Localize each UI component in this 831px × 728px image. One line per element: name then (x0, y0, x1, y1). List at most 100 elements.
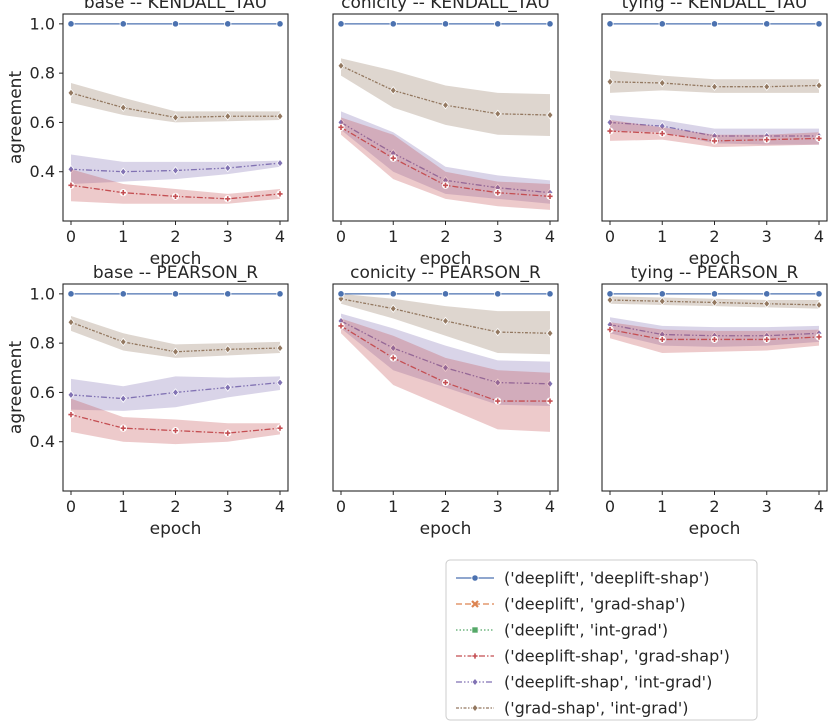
series (606, 119, 823, 148)
data-point (224, 383, 232, 392)
data-point (441, 316, 450, 326)
series (67, 83, 284, 123)
data-point (606, 290, 614, 298)
panel-4: conicity -- PEARSON_R 0 1 2 3 4 epoch (332, 263, 559, 539)
data-point (389, 20, 397, 28)
series (67, 154, 284, 185)
series (337, 290, 554, 298)
x-tick-label: 4 (275, 227, 285, 246)
data-point (171, 20, 180, 28)
panel-title: conicity -- KENDALL_TAU (341, 0, 550, 13)
x-tick-label: 1 (657, 497, 667, 516)
legend-label: ('grad-shap', 'int-grad') (504, 699, 688, 718)
panel-2: tying -- KENDALL_TAU 0 1 2 3 4 epoch (601, 0, 828, 269)
data-point (67, 290, 75, 298)
data-point (763, 335, 771, 344)
x-tick-label: 2 (440, 497, 450, 516)
data-point (337, 20, 345, 28)
x-tick-label: 2 (709, 497, 719, 516)
x-tick-label: 3 (493, 227, 503, 246)
series (337, 117, 554, 210)
data-point (276, 378, 284, 387)
data-point (546, 20, 554, 28)
data-point (276, 424, 284, 432)
data-point (119, 337, 127, 347)
panel-3: base -- PEARSON_R 0 1 2 3 4 epoch 0.4 0.6 0.8 1.0 a… (6, 263, 289, 539)
data-point (815, 81, 823, 90)
series (606, 322, 823, 353)
series (67, 20, 284, 28)
x-axis-label: epoch (150, 249, 202, 269)
x-tick-label: 0 (336, 497, 346, 516)
data-point (441, 378, 450, 387)
data-point (171, 290, 180, 298)
data-point (171, 427, 180, 435)
series (337, 20, 554, 28)
data-point (337, 322, 345, 330)
x-tick-label: 2 (709, 227, 719, 246)
series-line (340, 320, 551, 385)
panel-5: tying -- PEARSON_R 0 1 2 3 4 epoch (601, 263, 828, 539)
data-point (546, 379, 554, 389)
x-tick-label: 1 (118, 497, 128, 516)
y-tick-label: 0.8 (30, 64, 55, 83)
data-point (276, 158, 284, 168)
data-point (67, 88, 75, 98)
legend-entry: ('deeplift-shap', 'grad-shap') (456, 647, 730, 666)
series (67, 316, 284, 358)
legend: ('deeplift', 'deeplift-shap') ('deeplift'… (445, 559, 758, 721)
panel-title: base -- PEARSON_R (93, 263, 258, 283)
data-point (224, 20, 232, 28)
data-point (67, 20, 75, 28)
series (606, 290, 823, 298)
legend-entry: ('deeplift', 'int-grad') (456, 621, 668, 640)
data-point (224, 290, 232, 298)
data-point (67, 317, 75, 327)
x-tick-label: 0 (66, 497, 76, 516)
data-point (494, 397, 502, 405)
x-tick-label: 0 (605, 227, 615, 246)
x-tick-label: 3 (762, 227, 772, 246)
data-point (389, 290, 397, 298)
data-point (815, 134, 823, 143)
legend-marker (471, 703, 479, 713)
panel-title: tying -- KENDALL_TAU (622, 0, 808, 13)
ci-band (341, 111, 550, 204)
series (67, 398, 284, 445)
data-point (658, 78, 666, 88)
series (67, 169, 284, 204)
legend-marker (471, 626, 479, 634)
data-point (276, 112, 284, 121)
x-tick-label: 0 (605, 497, 615, 516)
legend-box (445, 559, 758, 721)
y-tick-label: 0.8 (30, 334, 55, 353)
data-point (710, 82, 719, 91)
data-point (763, 299, 771, 308)
data-point (494, 290, 502, 298)
data-point (763, 20, 771, 28)
series (606, 295, 823, 310)
data-point (119, 167, 127, 176)
y-tick-label: 1.0 (30, 14, 55, 33)
data-point (606, 295, 614, 305)
data-point (606, 20, 614, 28)
data-point (337, 290, 345, 298)
x-axis-label: epoch (420, 519, 472, 539)
x-tick-label: 4 (275, 497, 285, 516)
x-tick-label: 4 (814, 227, 824, 246)
series (606, 20, 823, 28)
data-point (389, 354, 397, 362)
data-point (658, 20, 666, 28)
data-point (494, 327, 502, 337)
legend-entry: ('deeplift-shap', 'int-grad') (456, 673, 712, 692)
panel-title: base -- KENDALL_TAU (84, 0, 267, 13)
series-line (70, 381, 281, 400)
data-point (606, 127, 614, 135)
axes-frame (601, 283, 828, 492)
data-point (494, 189, 502, 197)
legend-label: ('deeplift', 'deeplift-shap') (504, 569, 710, 588)
series (337, 313, 554, 406)
x-tick-label: 3 (223, 227, 233, 246)
x-tick-label: 2 (170, 227, 180, 246)
